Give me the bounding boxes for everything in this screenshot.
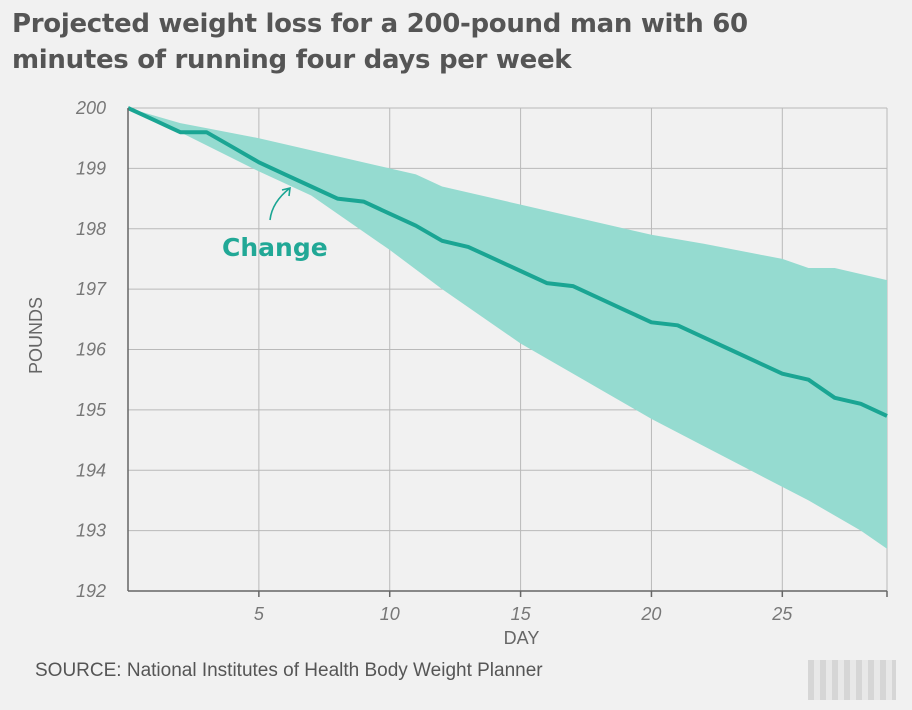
y-tick-label-198: 198 bbox=[76, 219, 106, 239]
annotation-arrow bbox=[269, 186, 291, 221]
watermark bbox=[808, 660, 896, 700]
x-tick-label-20: 20 bbox=[640, 604, 661, 624]
series-line-change bbox=[127, 106, 888, 418]
y-tick-label-193: 193 bbox=[76, 521, 106, 541]
y-tick-label-197: 197 bbox=[76, 279, 107, 299]
y-tick-label-199: 199 bbox=[76, 158, 106, 178]
range-band bbox=[128, 108, 887, 549]
y-tick-label-192: 192 bbox=[76, 581, 106, 601]
y-tick-label-200: 200 bbox=[75, 98, 106, 118]
x-tick-label-25: 25 bbox=[771, 604, 793, 624]
chart-title: Projected weight loss for a 200-pound ma… bbox=[12, 9, 748, 75]
x-tick-label-5: 5 bbox=[254, 604, 265, 624]
x-tick-label-15: 15 bbox=[511, 604, 532, 624]
y-tick-label-194: 194 bbox=[76, 460, 106, 480]
y-tick-label-196: 196 bbox=[76, 340, 107, 360]
x-tick-labels: 5 10 15 20 25 bbox=[254, 604, 793, 624]
x-axis-label: DAY bbox=[504, 628, 540, 648]
source-note: SOURCE: National Institutes of Health Bo… bbox=[35, 660, 543, 681]
y-tick-labels: 192 193 194 195 196 197 198 199 200 bbox=[75, 98, 107, 601]
axes bbox=[127, 108, 888, 597]
chart: 192 193 194 195 196 197 198 199 200 5 10 15 20 25 DA… bbox=[26, 98, 888, 648]
y-tick-label-195: 195 bbox=[76, 400, 107, 420]
y-axis-label: POUNDS bbox=[26, 297, 46, 374]
annotation-change: Change bbox=[222, 233, 328, 262]
x-tick-label-10: 10 bbox=[380, 604, 400, 624]
